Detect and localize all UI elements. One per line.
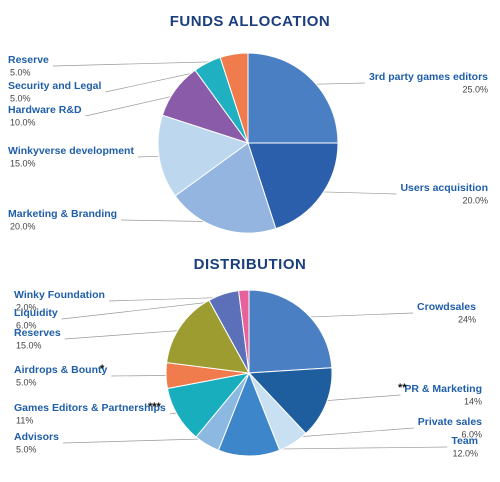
leader-line (289, 427, 414, 438)
slice-note: * (100, 363, 105, 375)
pie-slice (157, 114, 250, 197)
pie-slice (219, 52, 249, 144)
leader-line (64, 329, 186, 340)
slice-label: Hardware R&D (8, 104, 82, 116)
slice-value: 14% (464, 396, 482, 406)
chart-title: DISTRIBUTION (194, 256, 307, 273)
leader-line (52, 60, 236, 67)
slice-value: 11% (16, 415, 33, 425)
slice-label: Team (451, 435, 478, 447)
pie-slice (247, 142, 339, 230)
slice-label: 3rd party games editors (369, 71, 488, 83)
slice-value: 5.0% (10, 93, 31, 103)
pie-slice (238, 289, 250, 374)
pie-slice (217, 371, 281, 457)
slice-value: 10.0% (10, 117, 36, 127)
slice-label: PR & Marketing (404, 383, 482, 395)
pie-slice (166, 299, 250, 374)
slice-label: Users acquisition (400, 182, 488, 194)
slice-value: 24% (458, 314, 476, 324)
slice-label: Marketing & Branding (8, 208, 117, 220)
leader-line (319, 394, 401, 402)
leader-line (314, 191, 397, 195)
slice-label: Crowdsales (417, 301, 476, 313)
slice-value: 25.0% (462, 84, 488, 94)
leader-line (301, 312, 414, 318)
slice-value: 2.0% (16, 302, 37, 312)
slice-value: 15.0% (10, 158, 36, 168)
slice-label: Winkyverse development (8, 145, 134, 157)
slice-value: 6.0% (16, 320, 37, 330)
slice-value: 5.0% (10, 67, 31, 77)
slice-label: Private sales (418, 416, 482, 428)
pie-slice (247, 367, 333, 435)
slice-label: Reserves (14, 327, 61, 339)
slice-label: Winky Foundation (14, 289, 105, 301)
pie-slice (247, 52, 339, 144)
slice-label: Games Editors & Partnerships (14, 402, 166, 414)
leader-line (61, 300, 226, 320)
slice-value: 6.0% (461, 429, 482, 439)
pie-slice (248, 289, 333, 374)
leader-line (85, 93, 182, 117)
slice-value: 5.0% (16, 377, 37, 387)
slice-value: 20.0% (462, 195, 488, 205)
slice-label: Advisors (14, 431, 59, 443)
chart-title: FUNDS ALLOCATION (170, 13, 330, 30)
pie-slice (174, 142, 277, 234)
slice-value: 15.0% (16, 340, 42, 350)
slice-value: 12.0% (452, 448, 478, 458)
slice-note: *** (148, 401, 162, 413)
slice-label: Reserve (8, 54, 49, 66)
leader-line (62, 438, 211, 444)
slice-label: Security and Legal (8, 80, 101, 92)
slice-value: 20.0% (10, 221, 36, 231)
leader-line (111, 375, 173, 377)
slice-note: ** (398, 382, 407, 394)
slice-label: Airdrops & Bounty (14, 364, 107, 376)
slice-label: Liquidity (14, 307, 58, 319)
slice-value: 5.0% (16, 444, 37, 454)
